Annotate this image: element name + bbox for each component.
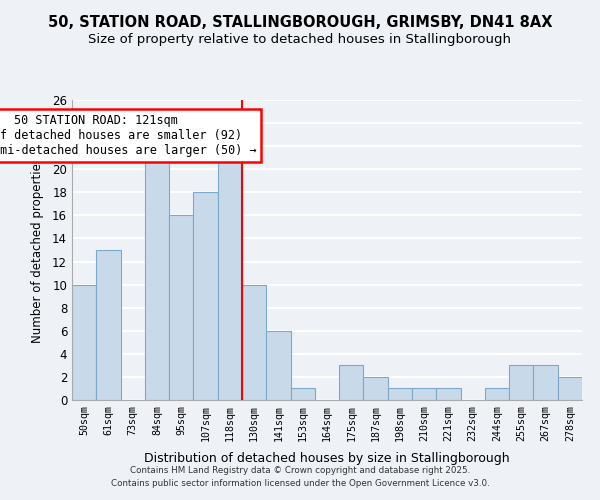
Bar [364, 377, 388, 400]
Bar [145, 158, 169, 400]
X-axis label: Distribution of detached houses by size in Stallingborough: Distribution of detached houses by size … [144, 452, 510, 465]
Bar [242, 284, 266, 400]
Text: 50 STATION ROAD: 121sqm
← 65% of detached houses are smaller (92)
35% of semi-de: 50 STATION ROAD: 121sqm ← 65% of detache… [0, 114, 257, 157]
Bar [169, 216, 193, 400]
Bar [533, 366, 558, 400]
Bar [436, 388, 461, 400]
Bar [96, 250, 121, 400]
Bar [266, 331, 290, 400]
Bar [218, 146, 242, 400]
Bar [388, 388, 412, 400]
Bar [290, 388, 315, 400]
Y-axis label: Number of detached properties: Number of detached properties [31, 157, 44, 343]
Text: Contains HM Land Registry data © Crown copyright and database right 2025.
Contai: Contains HM Land Registry data © Crown c… [110, 466, 490, 487]
Bar [509, 366, 533, 400]
Text: 50, STATION ROAD, STALLINGBOROUGH, GRIMSBY, DN41 8AX: 50, STATION ROAD, STALLINGBOROUGH, GRIMS… [48, 15, 552, 30]
Bar [193, 192, 218, 400]
Bar [558, 377, 582, 400]
Bar [412, 388, 436, 400]
Text: Size of property relative to detached houses in Stallingborough: Size of property relative to detached ho… [89, 32, 511, 46]
Bar [339, 366, 364, 400]
Bar [485, 388, 509, 400]
Bar [72, 284, 96, 400]
